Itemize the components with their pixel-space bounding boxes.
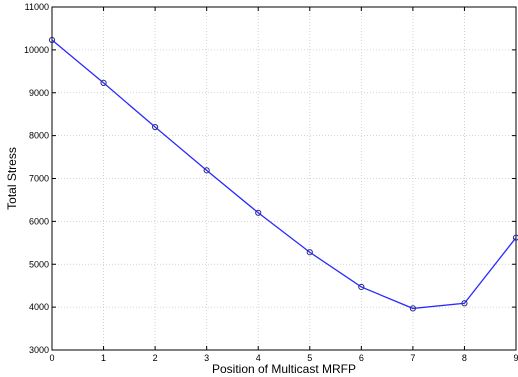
x-tick-label: 4 (256, 353, 261, 363)
y-tick-label: 8000 (29, 131, 49, 141)
x-tick-label: 8 (462, 353, 467, 363)
data-point (461, 300, 468, 307)
y-tick-label: 9000 (29, 88, 49, 98)
data-point (152, 123, 159, 131)
data-point (203, 167, 210, 174)
x-tick-label: 3 (204, 353, 209, 363)
y-tick-label: 3000 (29, 345, 49, 355)
series (48, 36, 518, 312)
x-tick-label: 1 (101, 353, 106, 363)
axis-ticks (51, 6, 517, 351)
y-tick-label: 7000 (29, 174, 49, 184)
x-tick-labels: 0 1 2 3 4 5 6 7 8 9 (49, 353, 518, 363)
data-point (512, 234, 518, 241)
series-line (51, 39, 517, 310)
data-point (100, 79, 107, 86)
y-axis-title: Total Stress (5, 147, 19, 210)
y-tick-labels: 3000 4000 5000 6000 7000 8000 9000 10000 11000 (24, 2, 49, 355)
y-tick-label: 4000 (29, 302, 49, 312)
x-tick-label: 2 (153, 353, 158, 363)
x-tick-label: 0 (49, 353, 54, 363)
y-tick-label: 10000 (24, 45, 49, 55)
y-tick-label: 6000 (29, 216, 49, 226)
x-axis-title: Position of Multicast MRFP (212, 362, 356, 376)
y-tick-label: 11000 (25, 2, 49, 12)
x-tick-label: 7 (410, 353, 415, 363)
y-tick-label: 5000 (29, 259, 49, 269)
x-tick-label: 6 (359, 353, 364, 363)
grid (52, 7, 516, 350)
data-point (306, 249, 313, 256)
data-point (409, 305, 416, 312)
data-point (255, 209, 262, 216)
data-point (358, 283, 365, 291)
x-tick-label: 5 (307, 353, 312, 363)
x-tick-label: 9 (513, 353, 518, 363)
data-point (48, 36, 56, 44)
